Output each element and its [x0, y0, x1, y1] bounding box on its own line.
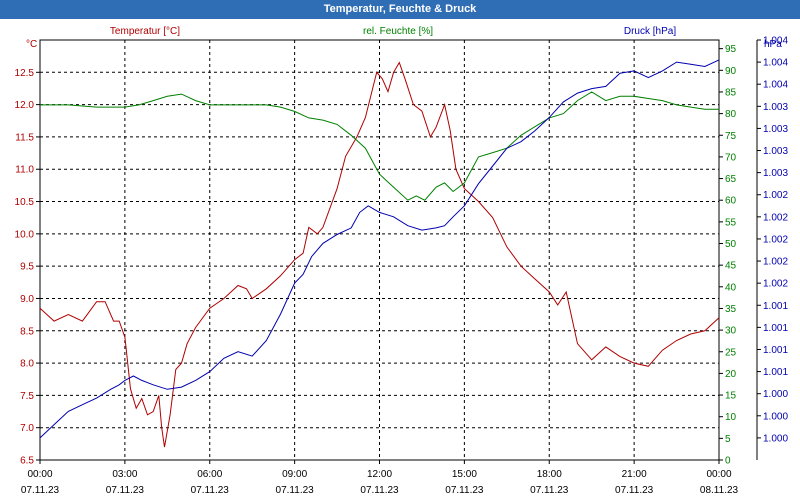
x-tick-time: 00:00: [27, 469, 52, 480]
humidity-tick-label: 30: [725, 326, 737, 337]
temp-tick-label: 11.0: [15, 165, 34, 176]
temp-tick-label: 7.0: [20, 423, 34, 434]
x-tick-time: 15:00: [452, 469, 477, 480]
humidity-tick-label: 55: [725, 217, 737, 228]
x-tick-time: 06:00: [197, 469, 222, 480]
humidity-tick-label: 80: [725, 109, 737, 120]
pressure-tick-label: 1.001: [763, 345, 788, 356]
series-line-press: [39, 59, 720, 439]
x-tick-time: 18:00: [537, 469, 562, 480]
temp-tick-label: 8.0: [20, 359, 34, 370]
x-tick-time: 21:00: [622, 469, 647, 480]
humidity-tick-label: 60: [725, 196, 737, 207]
x-tick-date: 07.11.23: [276, 485, 315, 496]
series-label-press: Druck [hPa]: [624, 26, 676, 37]
humidity-tick-label: 65: [725, 174, 737, 185]
pressure-tick-label: 1.003: [763, 146, 788, 157]
pressure-tick-label: 1.002: [763, 212, 788, 223]
humidity-tick-label: 85: [725, 87, 737, 98]
pressure-tick-label: 1.004: [763, 58, 788, 69]
humidity-tick-label: 20: [725, 369, 737, 380]
x-tick-date: 07.11.23: [106, 485, 145, 496]
series-line-temp: [39, 61, 720, 448]
humidity-tick-label: 0: [725, 456, 731, 467]
pressure-tick-label: 1.002: [763, 190, 788, 201]
x-tick-date: 07.11.23: [445, 485, 484, 496]
x-tick-date: 07.11.23: [21, 485, 60, 496]
humidity-tick-label: 45: [725, 261, 737, 272]
x-tick-date: 08.11.23: [700, 485, 739, 496]
x-tick-date: 07.11.23: [530, 485, 569, 496]
temp-tick-label: 7.5: [20, 391, 34, 402]
temp-tick-label: 10.5: [15, 197, 35, 208]
pressure-tick-label: 1.001: [763, 367, 788, 378]
humidity-tick-label: 15: [725, 391, 737, 402]
pressure-tick-label: 1.000: [763, 389, 788, 400]
x-tick-date: 07.11.23: [191, 485, 230, 496]
pressure-tick-label: 1.002: [763, 234, 788, 245]
temp-axis-unit: °C: [26, 39, 37, 50]
x-tick-date: 07.11.23: [615, 485, 654, 496]
temp-tick-label: 11.5: [15, 132, 34, 143]
series-label-temp: Temperatur [°C]: [110, 26, 180, 37]
humidity-tick-label: 90: [725, 66, 737, 77]
humidity-tick-label: 25: [725, 347, 737, 358]
pressure-axis-unit: hPa: [764, 39, 782, 50]
humidity-tick-label: 40: [725, 282, 737, 293]
humidity-tick-label: 50: [725, 239, 737, 250]
series-label-hum: rel. Feuchte [%]: [363, 26, 433, 37]
humidity-tick-label: 75: [725, 131, 737, 142]
x-tick-time: 00:00: [706, 469, 731, 480]
humidity-tick-label: 5: [725, 434, 731, 445]
pressure-tick-label: 1.003: [763, 168, 788, 179]
temp-tick-label: 12.5: [15, 68, 35, 79]
x-tick-time: 03:00: [112, 469, 137, 480]
temp-tick-label: 10.0: [15, 229, 35, 240]
temp-tick-label: 9.0: [20, 294, 34, 305]
pressure-tick-label: 1.001: [763, 323, 788, 334]
series-line-hum: [40, 91, 719, 201]
humidity-tick-label: 10: [725, 412, 737, 423]
pressure-tick-label: 1.002: [763, 279, 788, 290]
pressure-tick-label: 1.002: [763, 257, 788, 268]
pressure-tick-label: 1.001: [763, 301, 788, 312]
pressure-tick-label: 1.003: [763, 102, 788, 113]
x-tick-time: 12:00: [367, 469, 392, 480]
temp-tick-label: 8.5: [20, 326, 34, 337]
humidity-tick-label: 35: [725, 304, 737, 315]
x-tick-date: 07.11.23: [360, 485, 399, 496]
pressure-tick-label: 1.004: [763, 36, 788, 47]
pressure-tick-label: 1.004: [763, 80, 788, 91]
temp-tick-label: 6.5: [20, 456, 34, 467]
temp-tick-label: 12.0: [15, 100, 35, 111]
humidity-tick-label: 70: [725, 152, 737, 163]
humidity-tick-label: 95: [725, 44, 737, 55]
pressure-tick-label: 1.000: [763, 411, 788, 422]
chart-background: [0, 19, 800, 500]
pressure-tick-label: 1.000: [763, 433, 788, 444]
pressure-tick-label: 1.003: [763, 124, 788, 135]
temp-tick-label: 9.5: [20, 262, 34, 273]
x-tick-time: 09:00: [282, 469, 307, 480]
window-title: Temperatur, Feuchte & Druck: [0, 0, 800, 19]
